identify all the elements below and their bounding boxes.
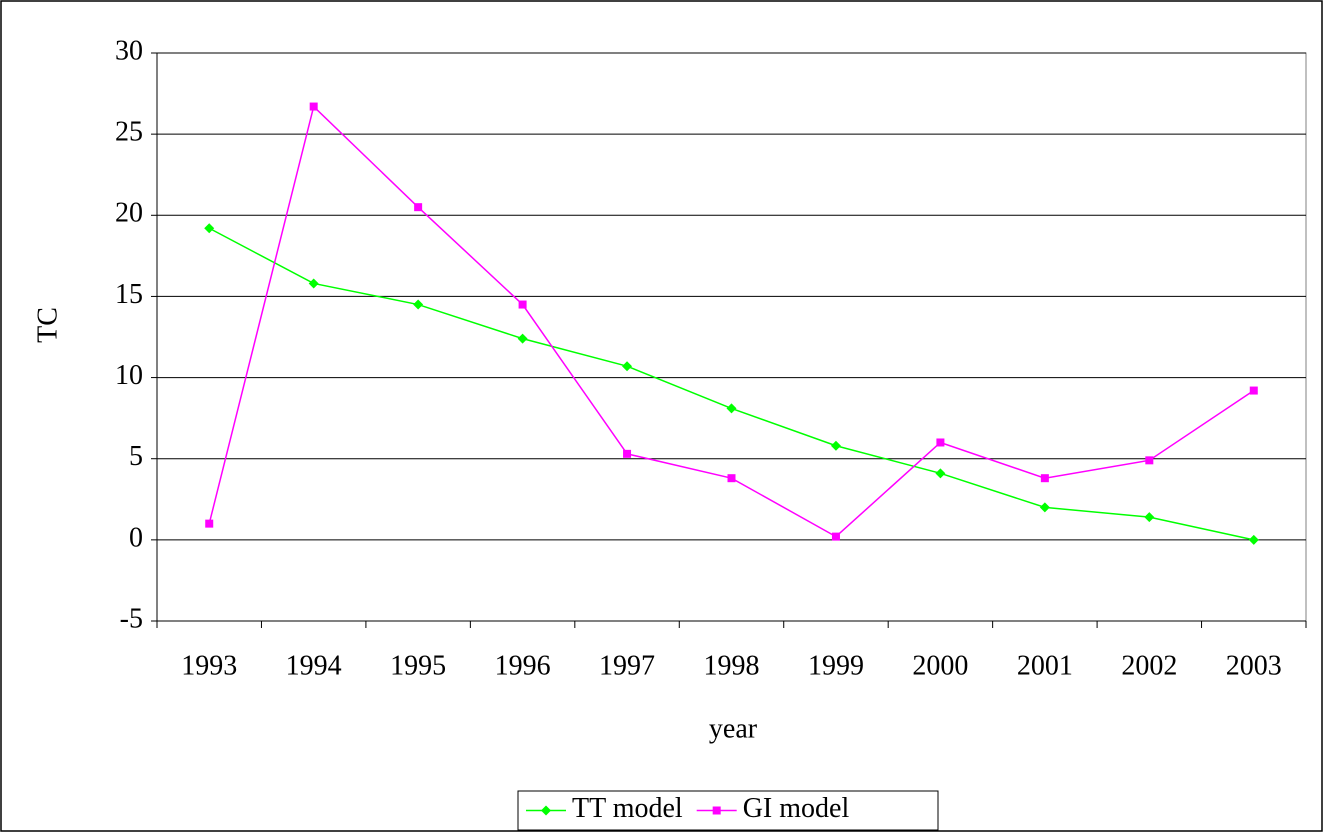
legend-label: TT model xyxy=(572,793,683,824)
data-point xyxy=(1248,534,1259,545)
data-point xyxy=(1040,474,1049,483)
y-tick-label: 25 xyxy=(115,117,143,148)
legend-marker xyxy=(541,805,551,816)
x-tick-label: 1994 xyxy=(286,650,342,681)
data-point xyxy=(308,278,319,289)
data-point xyxy=(623,449,632,458)
x-tick-label: 1999 xyxy=(808,650,864,681)
data-point xyxy=(518,300,527,309)
data-point xyxy=(309,102,318,111)
legend-marker xyxy=(712,806,721,815)
y-tick-label: 20 xyxy=(115,198,143,229)
x-tick-label: 2000 xyxy=(912,650,968,681)
x-tick-label: 2002 xyxy=(1121,650,1177,681)
x-tick-label: 1996 xyxy=(495,650,551,681)
data-point xyxy=(1039,502,1050,513)
x-tick-label: 1993 xyxy=(181,650,237,681)
data-point xyxy=(936,438,945,447)
data-point xyxy=(830,440,841,451)
data-point xyxy=(1145,456,1154,465)
data-point xyxy=(727,474,736,483)
x-tick-label: 2003 xyxy=(1226,650,1282,681)
legend-label: GI model xyxy=(743,793,850,824)
y-tick-label: -5 xyxy=(120,603,143,634)
data-point xyxy=(205,519,214,528)
data-point xyxy=(413,299,424,310)
y-tick-label: 5 xyxy=(129,441,143,472)
y-axis-label: TC xyxy=(32,307,63,343)
data-point xyxy=(1249,386,1258,395)
x-axis-label: year xyxy=(709,713,758,744)
data-point xyxy=(414,203,423,212)
y-tick-label: 30 xyxy=(115,35,143,66)
data-point xyxy=(204,223,215,234)
data-point xyxy=(1144,512,1155,523)
data-point xyxy=(517,333,528,344)
y-tick-label: 0 xyxy=(129,522,143,553)
y-tick-label: 10 xyxy=(115,360,143,391)
data-point xyxy=(935,468,946,479)
y-tick-label: 15 xyxy=(115,279,143,310)
x-tick-label: 1997 xyxy=(599,650,655,681)
x-tick-label: 2001 xyxy=(1017,650,1073,681)
x-tick-label: 1998 xyxy=(704,650,760,681)
data-point xyxy=(831,532,840,541)
data-point xyxy=(622,361,633,372)
data-point xyxy=(726,403,737,414)
x-tick-label: 1995 xyxy=(390,650,446,681)
